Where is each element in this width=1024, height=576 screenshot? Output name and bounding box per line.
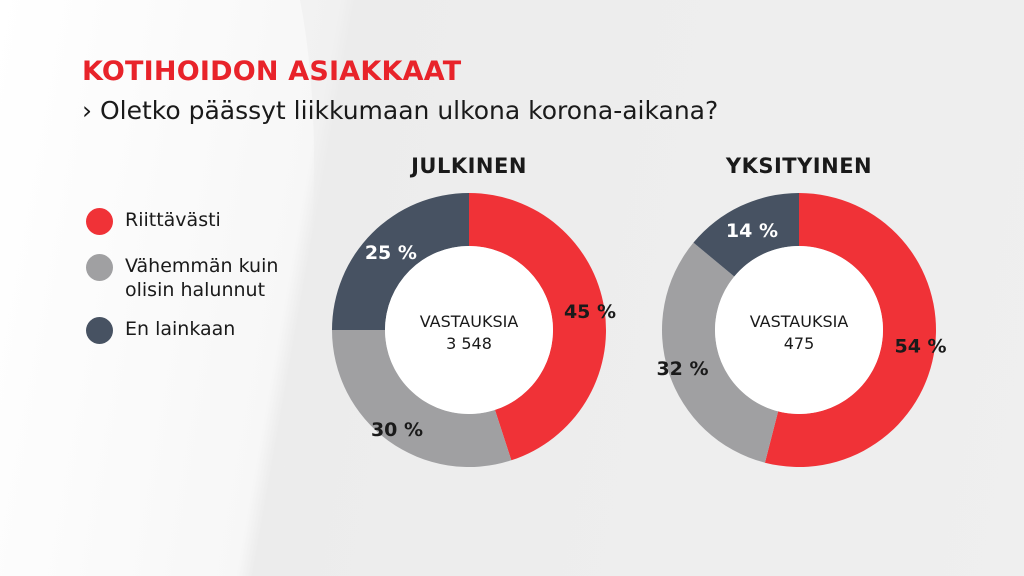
legend-label-en-lainkaan: En lainkaan (125, 318, 236, 340)
legend-swatch-riittavasti (86, 208, 113, 235)
donut-title-yksityinen: YKSITYINEN (725, 154, 873, 178)
legend-label-vahemman: Vähemmän kuin olisin halunnut (125, 255, 279, 301)
donut-slice-julkinen-vahemman (332, 330, 512, 467)
donut-slice-yksityinen-en-lainkaan (693, 193, 799, 277)
donut-slice-yksityinen-vahemman (662, 242, 779, 463)
donut-label-julkinen-riittavasti: 45 % (564, 301, 616, 323)
chart-subtitle: › Oletko päässyt liikkumaan ulkona koron… (82, 96, 719, 125)
legend-swatch-en-lainkaan (86, 317, 113, 344)
donut-label-yksityinen-vahemman: 32 % (656, 358, 708, 380)
donut-label-yksityinen-riittavasti: 54 % (894, 335, 946, 357)
donut-slice-julkinen-en-lainkaan (332, 193, 469, 330)
donut-slice-julkinen-riittavasti (469, 193, 606, 461)
donut-center-value-yksityinen: 475 (784, 334, 815, 353)
donut-title-julkinen: JULKINEN (411, 154, 527, 178)
donut-hole-yksityinen (715, 246, 883, 414)
donut-slice-yksityinen-riittavasti (764, 193, 936, 467)
donut-label-julkinen-vahemman: 30 % (371, 419, 423, 441)
donut-label-julkinen-en-lainkaan: 25 % (365, 242, 417, 264)
donut-center-label-julkinen: VASTAUKSIA (420, 312, 519, 331)
donut-center-value-julkinen: 3 548 (446, 334, 492, 353)
legend-item-en-lainkaan: En lainkaan (86, 317, 345, 344)
legend-swatch-vahemman (86, 254, 113, 281)
donut-center-label-yksityinen: VASTAUKSIA (750, 312, 849, 331)
legend-item-riittavasti: Riittävästi (86, 208, 345, 235)
donut-label-yksityinen-en-lainkaan: 14 % (726, 220, 778, 242)
chart-title: KOTIHOIDON ASIAKKAAT (82, 56, 462, 87)
legend-label-riittavasti: Riittävästi (125, 209, 221, 231)
legend-item-vahemman: Vähemmän kuin olisin halunnut (86, 254, 315, 302)
donut-hole-julkinen (385, 246, 553, 414)
